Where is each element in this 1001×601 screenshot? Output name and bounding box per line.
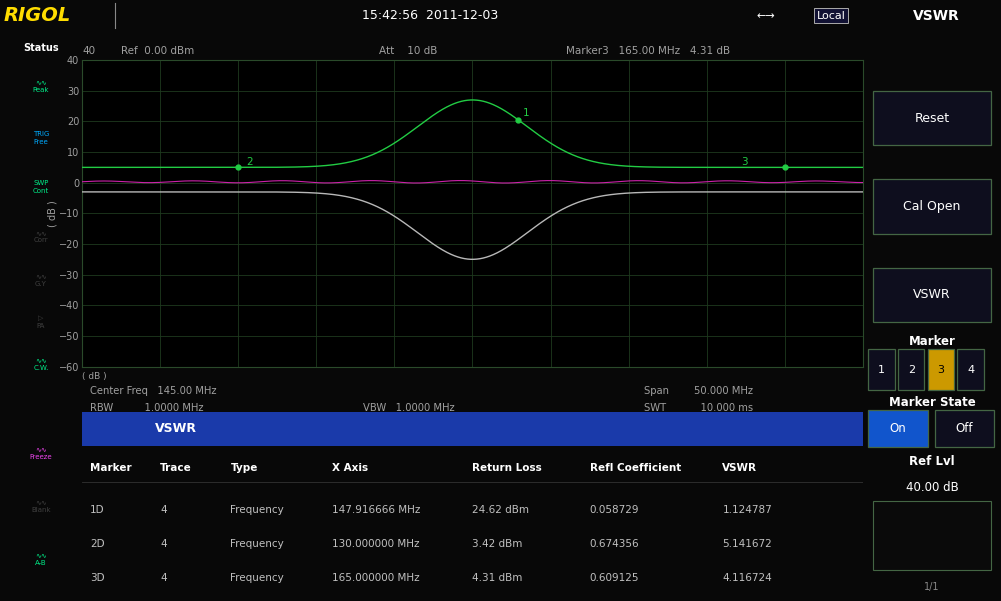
Text: 165.000000 MHz: 165.000000 MHz — [332, 573, 419, 584]
Text: 4: 4 — [967, 365, 974, 374]
Text: 4: 4 — [160, 539, 167, 549]
Text: 0.609125: 0.609125 — [590, 573, 639, 584]
Bar — [873, 501, 991, 570]
Text: Status: Status — [23, 43, 59, 53]
Text: Marker3   165.00 MHz   4.31 dB: Marker3 165.00 MHz 4.31 dB — [567, 46, 731, 56]
Text: 40: 40 — [82, 46, 95, 56]
Text: Center Freq   145.00 MHz: Center Freq 145.00 MHz — [90, 386, 216, 397]
Text: ( dB ): ( dB ) — [82, 372, 107, 381]
Text: 1/1: 1/1 — [924, 582, 940, 593]
Text: 4.31 dBm: 4.31 dBm — [472, 573, 523, 584]
Y-axis label: ( dB ): ( dB ) — [47, 200, 57, 227]
Text: Local: Local — [817, 11, 845, 20]
Text: Refl Coefficient: Refl Coefficient — [590, 463, 681, 474]
Text: 3D: 3D — [90, 573, 104, 584]
Text: ∿∿
A-B: ∿∿ A-B — [35, 552, 47, 566]
Bar — [898, 349, 924, 390]
Text: Span        50.000 MHz: Span 50.000 MHz — [645, 386, 753, 397]
Text: 1: 1 — [523, 108, 530, 118]
Text: 4: 4 — [160, 573, 167, 584]
Bar — [928, 349, 954, 390]
Text: 130.000000 MHz: 130.000000 MHz — [332, 539, 419, 549]
Text: Off: Off — [956, 422, 973, 435]
Text: 40.00 dB: 40.00 dB — [906, 481, 958, 493]
Bar — [935, 410, 994, 447]
Text: ←→: ←→ — [757, 11, 775, 20]
Text: Frequency: Frequency — [230, 505, 284, 515]
Text: ▷
PA: ▷ PA — [37, 316, 45, 329]
Bar — [873, 179, 991, 234]
Text: Marker: Marker — [90, 463, 131, 474]
Text: 3: 3 — [937, 365, 944, 374]
Text: Ref  0.00 dBm: Ref 0.00 dBm — [121, 46, 194, 56]
Text: RIGOL: RIGOL — [4, 6, 71, 25]
Bar — [873, 91, 991, 145]
Text: VSWR: VSWR — [155, 423, 197, 435]
Text: 2D: 2D — [90, 539, 104, 549]
Text: Att    10 dB: Att 10 dB — [378, 46, 437, 56]
Text: Frequency: Frequency — [230, 573, 284, 584]
Text: Type: Type — [230, 463, 258, 474]
Text: 3: 3 — [741, 157, 748, 167]
Text: ∿∿
Peak: ∿∿ Peak — [33, 80, 49, 93]
Text: Frequency: Frequency — [230, 539, 284, 549]
Text: 0.058729: 0.058729 — [590, 505, 639, 515]
Text: 24.62 dBm: 24.62 dBm — [472, 505, 530, 515]
Bar — [869, 349, 895, 390]
Text: TRIG
Free: TRIG Free — [33, 131, 49, 144]
Text: VBW   1.0000 MHz: VBW 1.0000 MHz — [363, 403, 454, 413]
Text: 15:42:56  2011-12-03: 15:42:56 2011-12-03 — [362, 9, 498, 22]
Text: Marker State: Marker State — [889, 396, 975, 409]
Text: ∿∿
C.W.: ∿∿ C.W. — [33, 358, 49, 371]
Text: 5.141672: 5.141672 — [723, 539, 772, 549]
Text: Marker: Marker — [909, 335, 955, 348]
Text: ∿∿
Corr: ∿∿ Corr — [34, 230, 48, 243]
Text: 1.124787: 1.124787 — [723, 505, 772, 515]
Text: X Axis: X Axis — [332, 463, 368, 474]
Text: RBW          1.0000 MHz: RBW 1.0000 MHz — [90, 403, 203, 413]
Bar — [869, 410, 928, 447]
Text: 2: 2 — [908, 365, 915, 374]
Text: ∿∿
Freeze: ∿∿ Freeze — [30, 447, 52, 460]
Text: On: On — [890, 422, 907, 435]
Text: 4: 4 — [160, 505, 167, 515]
Bar — [873, 267, 991, 322]
Text: ∿∿
Blank: ∿∿ Blank — [31, 499, 51, 513]
Text: 3.42 dBm: 3.42 dBm — [472, 539, 523, 549]
Bar — [958, 349, 984, 390]
Text: ∿∿
G.Y: ∿∿ G.Y — [35, 273, 47, 287]
Text: VSWR: VSWR — [913, 8, 959, 23]
Text: 4.116724: 4.116724 — [723, 573, 772, 584]
Text: SWT           10.000 ms: SWT 10.000 ms — [645, 403, 754, 413]
Text: Reset: Reset — [914, 112, 950, 124]
Text: Trace: Trace — [160, 463, 192, 474]
Text: VSWR: VSWR — [723, 463, 758, 474]
Text: SWP
Cont: SWP Cont — [33, 180, 49, 194]
Text: Cal Open: Cal Open — [903, 200, 961, 213]
Text: VSWR: VSWR — [913, 288, 951, 301]
Bar — [82, 412, 863, 446]
Text: 2: 2 — [246, 157, 252, 167]
Text: 0.674356: 0.674356 — [590, 539, 640, 549]
Text: Ref Lvl: Ref Lvl — [909, 455, 955, 468]
Text: 147.916666 MHz: 147.916666 MHz — [332, 505, 420, 515]
Text: 1: 1 — [878, 365, 885, 374]
Text: Return Loss: Return Loss — [472, 463, 543, 474]
Text: 1D: 1D — [90, 505, 104, 515]
